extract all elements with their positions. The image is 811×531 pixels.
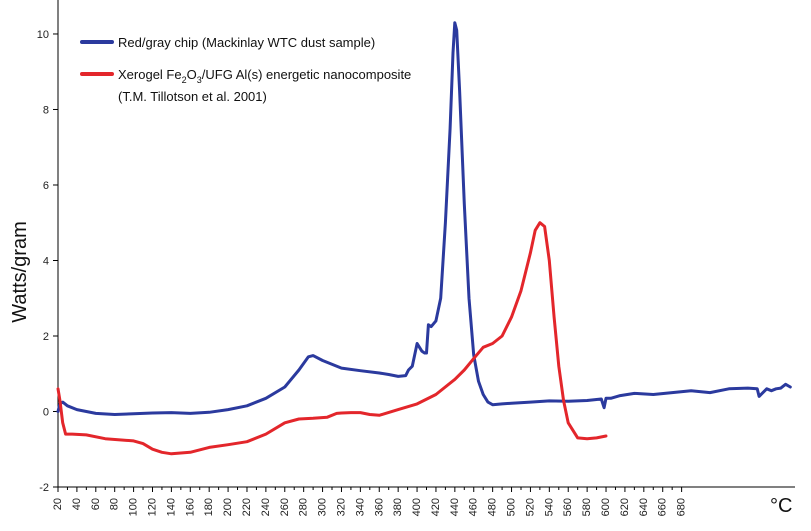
legend: Red/gray chip (Mackinlay WTC dust sample…: [80, 35, 411, 104]
x-tick-label: 440: [449, 498, 461, 516]
y-tick-label: 4: [43, 255, 49, 267]
y-tick-label: 10: [37, 29, 49, 41]
x-tick-label: 420: [430, 498, 442, 516]
x-tick-label: 480: [487, 498, 499, 516]
x-tick-label: 160: [184, 498, 196, 516]
legend-label-tillotson: (T.M. Tillotson et al. 2001): [118, 89, 267, 104]
y-tick-label: 6: [43, 180, 49, 192]
legend-label-red-gray-chip: Red/gray chip (Mackinlay WTC dust sample…: [118, 35, 375, 50]
x-tick-label: 300: [317, 498, 329, 516]
series-line-xerogel: [56, 221, 608, 456]
x-tick-label: 540: [543, 498, 555, 516]
x-tick-label: 20: [52, 498, 64, 510]
x-tick-label: 180: [203, 498, 215, 516]
x-tick-label: 460: [468, 498, 480, 516]
x-tick-label: 360: [373, 498, 385, 516]
x-tick-label: 580: [581, 498, 593, 516]
x-tick-label: 240: [260, 498, 272, 516]
x-tick-label: 560: [562, 498, 574, 516]
x-tick-label: 660: [657, 498, 669, 516]
y-tick-label: 0: [43, 406, 49, 418]
legend-label-xerogel: Xerogel Fe2O3/UFG Al(s) energetic nanoco…: [118, 67, 411, 85]
x-tick-label: 620: [619, 498, 631, 516]
x-tick-label: 260: [279, 498, 291, 516]
y-tick-label: 2: [43, 331, 49, 343]
ticks: 20 40 60 80 100 120 140 160 180 200 220 240 260 280 30…: [37, 29, 688, 516]
x-tick-label: 200: [222, 498, 234, 516]
x-tick-label: 60: [90, 498, 102, 510]
x-tick-label: 640: [638, 498, 650, 516]
x-tick-label: 100: [128, 498, 140, 516]
x-tick-label: 600: [600, 498, 612, 516]
series-line-red-gray-chip: [56, 21, 792, 416]
x-tick-label: 280: [298, 498, 310, 516]
x-axis-unit: °C: [770, 495, 792, 517]
x-tick-label: 500: [506, 498, 518, 516]
x-tick-label: 80: [109, 498, 121, 510]
x-tick-label: 40: [71, 498, 83, 510]
x-tick-label: 340: [354, 498, 366, 516]
y-tick-label: 8: [43, 104, 49, 116]
y-tick-label: -2: [39, 482, 49, 494]
x-tick-label: 680: [676, 498, 688, 516]
series-lines: [56, 21, 792, 456]
x-tick-label: 380: [392, 498, 404, 516]
x-tick-label: 320: [335, 498, 347, 516]
x-tick-label: 220: [241, 498, 253, 516]
x-tick-label: 520: [524, 498, 536, 516]
x-tick-label: 400: [411, 498, 423, 516]
x-tick-label: 120: [146, 498, 158, 516]
y-axis-title: Watts/gram: [9, 221, 31, 323]
x-tick-label: 140: [165, 498, 177, 516]
